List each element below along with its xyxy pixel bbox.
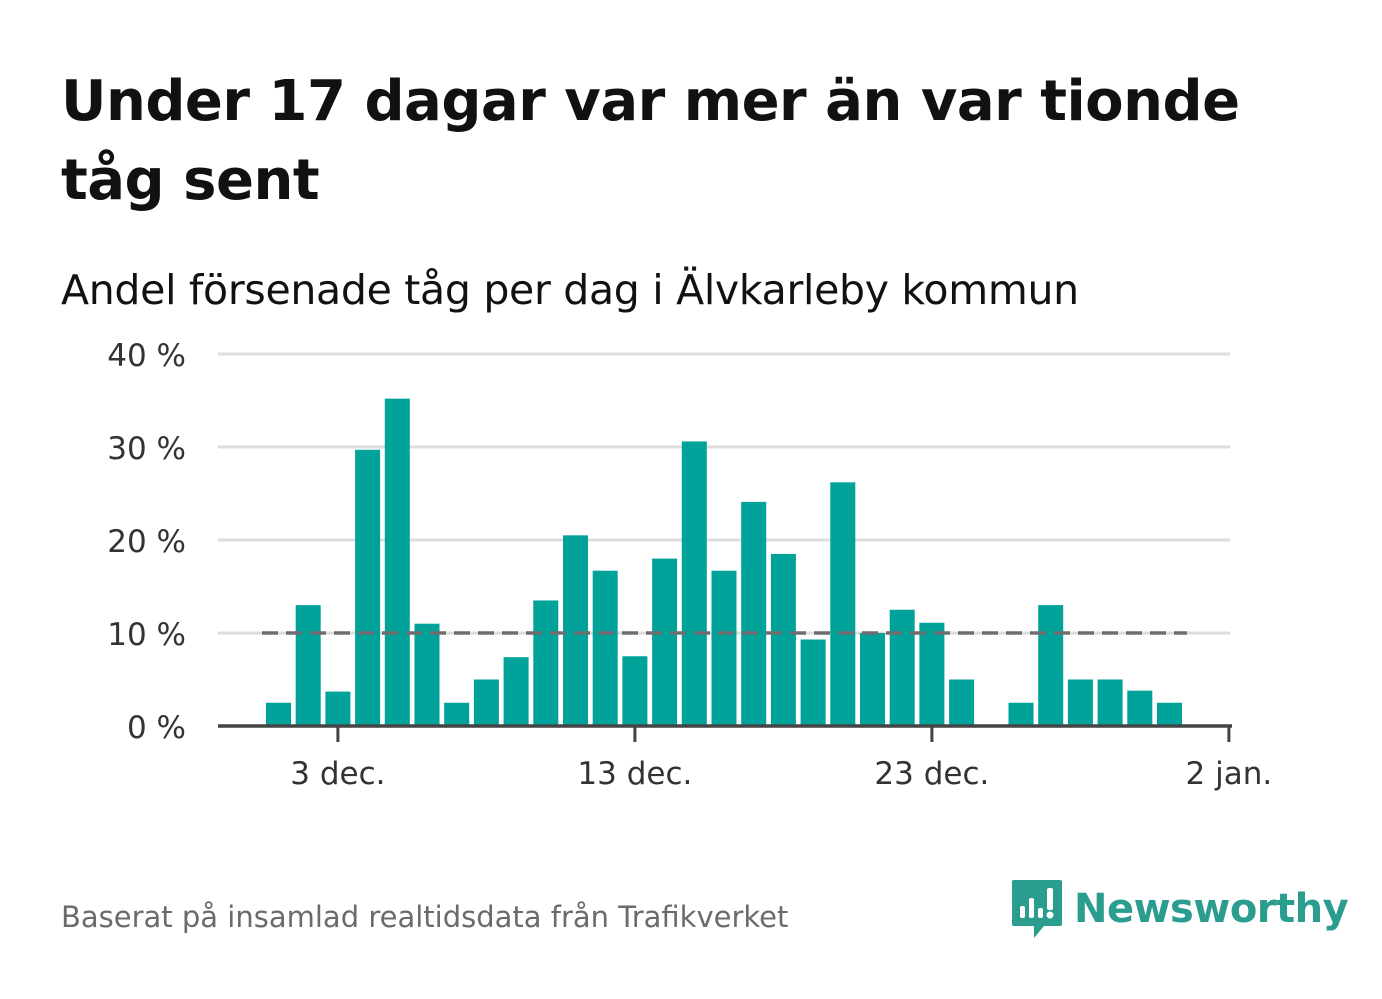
data-bar — [592, 570, 618, 726]
newsworthy-logo-icon — [1012, 880, 1062, 938]
source-note: Baserat på insamlad realtidsdata från Tr… — [61, 900, 789, 934]
data-bar — [384, 398, 410, 726]
y-tick-label: 40 % — [107, 338, 186, 374]
data-bar — [473, 679, 499, 726]
data-bar — [800, 639, 826, 726]
data-bar — [622, 656, 648, 726]
x-tick-label: 3 dec. — [290, 756, 385, 792]
y-tick-label: 0 % — [127, 710, 186, 746]
data-bar — [949, 679, 975, 726]
data-bar — [444, 702, 470, 726]
data-bar — [681, 441, 707, 726]
data-bar — [1008, 702, 1034, 726]
data-bar — [503, 657, 529, 726]
data-bar — [889, 609, 915, 726]
chart-title: Under 17 dagar var mer än var tionde tåg… — [61, 69, 1240, 213]
brand-name: Newsworthy — [1074, 886, 1349, 932]
y-tick-label: 30 % — [107, 431, 186, 467]
bars — [266, 398, 1182, 726]
data-bar — [266, 702, 291, 726]
chart-subtitle: Andel försenade tåg per dag i Älvkarleby… — [61, 266, 1079, 314]
data-bar — [741, 501, 767, 726]
x-tick-label: 23 dec. — [874, 756, 989, 792]
data-bar — [711, 570, 737, 726]
data-bar — [1067, 679, 1093, 726]
data-bar — [533, 600, 559, 726]
tick-labels: 0 % 10 % 20 % 30 % 40 % 3 dec. 13 dec. 23 dec. 2… — [107, 338, 1272, 792]
y-tick-label: 20 % — [107, 524, 186, 560]
x-tick-label: 13 dec. — [577, 756, 692, 792]
data-bar — [1038, 605, 1064, 726]
data-bar — [1157, 702, 1182, 726]
x-axis — [218, 724, 1232, 742]
data-bar — [295, 605, 321, 726]
y-tick-label: 10 % — [107, 617, 186, 653]
data-bar — [563, 535, 588, 726]
data-bar — [919, 622, 945, 726]
data-bar — [860, 633, 885, 726]
data-bar — [1127, 690, 1153, 726]
data-bar — [414, 623, 440, 726]
data-bar — [325, 691, 351, 726]
data-bar — [652, 558, 678, 726]
data-bar — [830, 482, 856, 726]
data-bar — [355, 449, 381, 726]
x-tick-label: 2 jan. — [1186, 756, 1273, 792]
brand-logo: Newsworthy — [1010, 878, 1349, 940]
data-bar — [770, 553, 796, 726]
data-bar — [1097, 679, 1123, 726]
